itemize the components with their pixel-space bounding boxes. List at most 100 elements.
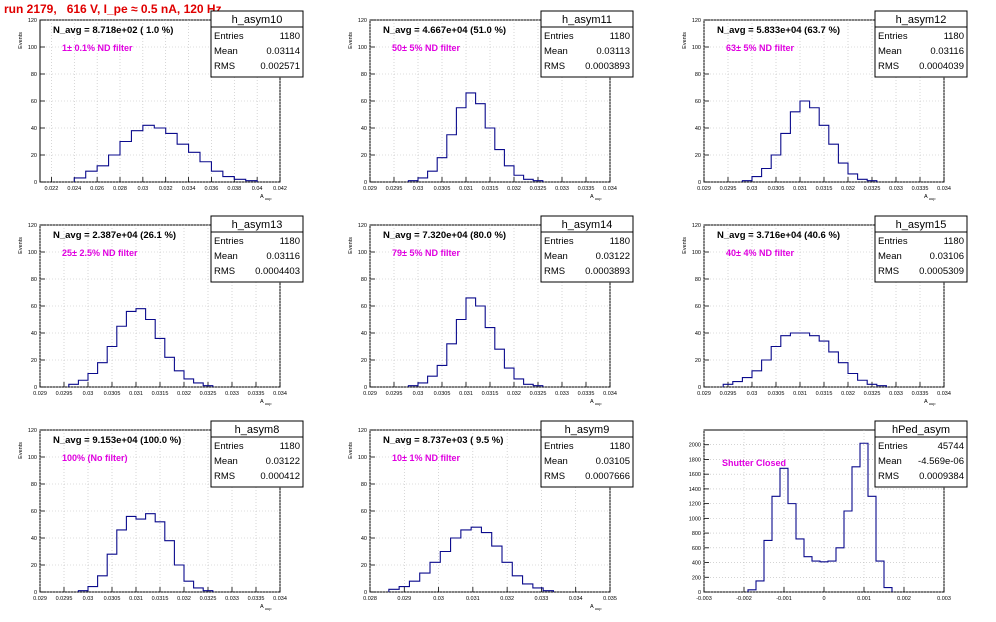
x-tick-label: 0.022: [45, 186, 59, 192]
x-tick-label: 0.03: [413, 186, 424, 192]
x-tick-label: 0.034: [182, 186, 196, 192]
y-tick-label: 0: [698, 590, 701, 596]
navg-label: N_avg = 8.718e+02 ( 1.0 %): [53, 25, 173, 36]
y-tick-label: 40: [31, 331, 37, 337]
y-tick-label: 800: [692, 531, 701, 537]
y-tick-label: 80: [31, 277, 37, 283]
histogram-steps: [388, 526, 554, 592]
y-tick-label: 120: [28, 428, 37, 434]
y-tick-label: 60: [31, 509, 37, 515]
x-tick-label: 0.0295: [386, 391, 403, 397]
x-tick-label: 0.0295: [720, 186, 737, 192]
x-tick-label: 0.0305: [768, 186, 785, 192]
histogram-name: h_asym14: [562, 219, 613, 231]
histogram-panel: 0 20 40 60 80 100 120 0.029 0.0295 0.03 0.0305 0.03…: [682, 215, 968, 406]
x-axis-label: A uup: [590, 399, 602, 406]
x-tick-label: 0.0335: [912, 391, 929, 397]
histogram-name: h_asym9: [565, 424, 610, 436]
y-tick-label: 40: [31, 126, 37, 132]
stats-label: RMS: [878, 61, 899, 72]
stats-box: [874, 215, 968, 283]
y-tick-label: 40: [361, 331, 367, 337]
stats-label: Mean: [544, 456, 568, 467]
stats-box: [874, 10, 968, 78]
navg-label: N_avg = 5.833e+04 (63.7 %): [717, 25, 840, 36]
x-tick-label: 0.034: [937, 186, 951, 192]
y-tick-label: 40: [695, 331, 701, 337]
x-axis-label: A uup: [260, 194, 272, 201]
x-tick-label: 0.0305: [104, 391, 121, 397]
y-tick-label: 80: [695, 72, 701, 78]
y-tick-label: 20: [695, 358, 701, 364]
stats-value: 45744: [938, 441, 964, 452]
x-tick-label: 0.029: [363, 186, 377, 192]
y-tick-label: 1200: [689, 502, 701, 508]
stats-label: Mean: [544, 46, 568, 57]
histogram-name: h_asym11: [562, 14, 612, 26]
filter-label: 10± 1% ND filter: [392, 453, 460, 463]
y-tick-label: 80: [361, 72, 367, 78]
histogram-steps: [77, 513, 214, 592]
y-tick-label: 60: [361, 304, 367, 310]
histogram-steps: [407, 297, 544, 387]
y-tick-label: 600: [692, 546, 701, 552]
y-tick-label: 80: [361, 277, 367, 283]
x-tick-label: 0.03: [433, 596, 444, 602]
y-tick-label: 1600: [689, 472, 701, 478]
x-tick-label: 0.029: [33, 596, 47, 602]
histogram-name: h_asym12: [896, 14, 947, 26]
stats-value: 0.0003893: [585, 61, 630, 72]
stats-value: 0.03116: [930, 46, 964, 57]
y-tick-label: 20: [361, 358, 367, 364]
x-tick-label: -0.003: [696, 596, 712, 602]
stats-value: 1180: [280, 441, 300, 452]
histogram-steps: [73, 124, 258, 182]
y-tick-label: 20: [361, 153, 367, 159]
histogram-panel: 0 20 40 60 80 100 120 0.029 0.0295 0.03 0.0305 0.03…: [682, 10, 968, 201]
stats-label: Mean: [878, 46, 902, 57]
y-axis-label: Events: [18, 442, 24, 459]
stats-value: 0.0005309: [919, 266, 964, 277]
x-tick-label: 0.0315: [152, 596, 169, 602]
y-tick-label: 1000: [689, 516, 701, 522]
stats-value: 0.03113: [596, 46, 630, 57]
y-axis-label: Events: [682, 32, 688, 49]
histogram-name: h_asym13: [232, 219, 283, 231]
y-tick-label: 40: [31, 536, 37, 542]
stats-label: Entries: [214, 441, 244, 452]
y-tick-label: 120: [692, 223, 701, 229]
y-tick-label: 120: [358, 428, 367, 434]
stats-label: Mean: [214, 46, 238, 57]
stats-value: 1180: [610, 31, 630, 42]
stats-label: Entries: [544, 441, 574, 452]
x-tick-label: 0.0325: [864, 186, 881, 192]
y-tick-label: 0: [364, 180, 367, 186]
histogram-panel: 0 200 400 600 800 1000 1200 1400 1600 1800 2000 -0.…: [689, 420, 968, 602]
stats-label: Mean: [544, 251, 568, 262]
x-tick-label: 0.034: [273, 596, 287, 602]
x-axis-label: A uup: [924, 194, 936, 201]
y-tick-label: 0: [34, 590, 37, 596]
x-tick-label: 0.03: [747, 186, 758, 192]
histogram-steps: [68, 308, 214, 387]
x-tick-label: 0.0295: [386, 186, 403, 192]
x-tick-label: 0.04: [252, 186, 263, 192]
x-tick-label: 0.032: [177, 596, 191, 602]
x-tick-label: 0.0335: [578, 186, 595, 192]
y-tick-label: 0: [364, 590, 367, 596]
stats-value: 1180: [944, 31, 964, 42]
stats-value: 1180: [610, 441, 630, 452]
y-tick-label: 100: [358, 250, 367, 256]
stats-value: 1180: [280, 236, 300, 247]
stats-value: -4.569e-06: [918, 456, 964, 467]
stats-label: RMS: [878, 266, 899, 277]
y-tick-label: 80: [31, 72, 37, 78]
x-tick-label: 0.034: [273, 391, 287, 397]
stats-value: 0.0007666: [585, 471, 630, 482]
stats-label: Entries: [878, 236, 908, 247]
y-tick-label: 60: [361, 99, 367, 105]
x-tick-label: 0.0335: [248, 596, 265, 602]
x-tick-label: 0.029: [397, 596, 411, 602]
y-tick-label: 0: [34, 385, 37, 391]
x-tick-label: 0.031: [459, 186, 473, 192]
